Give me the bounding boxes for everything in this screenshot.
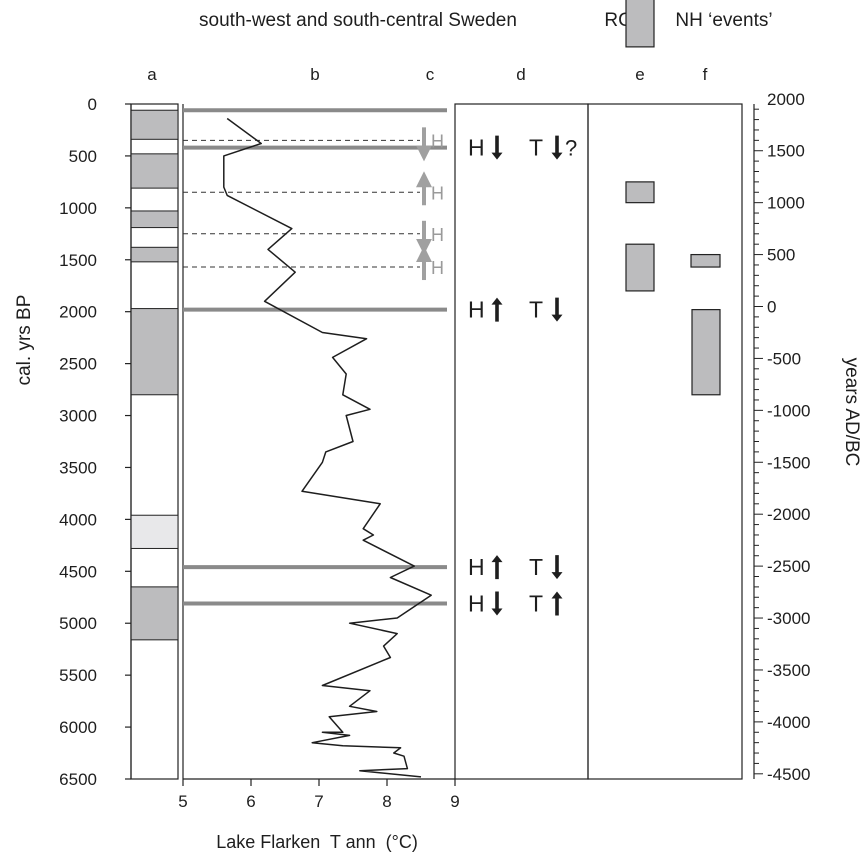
left-axis-tick-label: 2500 [59, 355, 97, 374]
black-down-arrow-icon [551, 555, 563, 580]
column-a-bar [130, 514, 179, 549]
panel-letter-f: f [703, 65, 708, 84]
column-d-t-label: T [529, 297, 543, 323]
panel-letter-d: d [516, 65, 525, 84]
panel-letter-e: e [635, 65, 644, 84]
black-down-arrow-icon [491, 591, 503, 616]
black-up-arrow-icon [491, 297, 503, 322]
left-axis-tick-label: 4500 [59, 562, 97, 581]
left-axis-tick-label: 1000 [59, 199, 97, 218]
panel-letter-a: a [147, 65, 157, 84]
column-d-labels: H T ? H T H T H T [468, 135, 577, 617]
left-axis-tick-label: 4000 [59, 510, 97, 529]
column-a-bar [130, 246, 179, 263]
column-d-h-label: H [468, 591, 485, 617]
panel-letter-c: c [426, 65, 435, 84]
right-axis-tick-label: 2000 [767, 90, 805, 109]
panel-frames [454, 103, 743, 780]
dashed-lines [183, 139, 420, 268]
left-axis-tick-label: 6000 [59, 718, 97, 737]
temperature-axis-tick-label: 6 [246, 792, 255, 811]
column-c-h-label: H [431, 131, 444, 151]
black-down-arrow-icon [551, 135, 563, 160]
black-down-arrow-icon [551, 297, 563, 322]
temperature-axis-tick-label: 5 [178, 792, 187, 811]
nh-events-header: NH ‘events’ [675, 10, 772, 31]
nh-event-box [691, 309, 721, 396]
column-a-lithology [130, 103, 179, 780]
right-axis-tick-label: 0 [767, 298, 776, 317]
black-up-arrow-icon [491, 555, 503, 580]
rcc-box [625, 181, 655, 204]
right-axis-tick-label: -1000 [767, 401, 810, 420]
left-axis: 0 500 1000 1500 2000 2500 3000 3500 4000 4500 5000… [59, 95, 132, 789]
panel-letter-b: b [310, 65, 319, 84]
temperature-axis-tick-label: 8 [382, 792, 391, 811]
right-axis-tick-label: -3500 [767, 661, 810, 680]
temperature-curve [223, 117, 432, 778]
figure-header: south-west and south-central Sweden [199, 10, 517, 31]
column-c-h-label: H [431, 183, 444, 203]
panel-ef-frame [587, 103, 743, 780]
left-axis-tick-label: 0 [88, 95, 97, 114]
right-axis-tick-label: 1000 [767, 194, 805, 213]
column-d-h-label: H [468, 135, 485, 161]
right-axis: 2000 1500 1000 500 0 -500 -1000 -1500 -2000 -2500… [753, 90, 810, 784]
left-axis-tick-label: 500 [69, 147, 97, 166]
right-axis-label: years AD/BC [841, 358, 862, 467]
right-axis-tick-label: -2500 [767, 557, 810, 576]
column-a-bar [130, 308, 179, 396]
column-a-bar [130, 210, 179, 229]
temperature-axis-tick-label: 9 [450, 792, 459, 811]
right-axis-tick-label: 1500 [767, 142, 805, 161]
right-axis-tick-label: -4500 [767, 765, 810, 784]
right-axis-tick-label: -1500 [767, 453, 810, 472]
x-axis-label: Lake Flarken T ann (°C) [216, 832, 418, 852]
column-a-bar [130, 153, 179, 189]
column-d-t-label: T [529, 591, 543, 617]
black-down-arrow-icon [491, 135, 503, 160]
right-axis-tick-label: -500 [767, 349, 801, 368]
column-e-rcc-boxes [625, 0, 655, 292]
right-axis-tick-label: -2000 [767, 505, 810, 524]
temperature-axis-tick-label: 7 [314, 792, 323, 811]
temperature-axis: 5 6 7 8 9 [178, 104, 460, 811]
column-f-nh-boxes [690, 253, 721, 396]
column-a-frame [130, 103, 179, 780]
right-axis-tick-label: -3000 [767, 609, 810, 628]
left-axis-tick-label: 1500 [59, 251, 97, 270]
column-d-h-label: H [468, 297, 485, 323]
column-c-h-label: H [431, 258, 444, 278]
left-axis-tick-label: 5500 [59, 666, 97, 685]
panel-d-frame [454, 103, 589, 780]
right-axis-tick-label: 500 [767, 246, 795, 265]
nh-event-box [690, 253, 721, 268]
left-axis-tick-label: 3500 [59, 458, 97, 477]
left-axis-tick-label: 3000 [59, 407, 97, 426]
left-axis-tick-label: 5000 [59, 614, 97, 633]
thick-lines [183, 108, 447, 606]
column-d-question-mark: ? [565, 136, 577, 161]
black-up-arrow-icon [551, 591, 563, 616]
right-axis-tick-label: -4000 [767, 713, 810, 732]
column-d-t-label: T [529, 554, 543, 580]
temperature-curve-layer [223, 117, 432, 778]
left-axis-tick-label: 6500 [59, 770, 97, 789]
rcc-box [625, 0, 655, 48]
column-d-h-label: H [468, 554, 485, 580]
column-d-t-label: T [529, 135, 543, 161]
rcc-box [625, 243, 655, 292]
column-a-bar [130, 109, 179, 140]
column-a-bar [130, 586, 179, 641]
left-axis-label: cal. yrs BP [14, 295, 35, 386]
left-axis-tick-label: 2000 [59, 303, 97, 322]
column-c-h-label: H [431, 225, 444, 245]
